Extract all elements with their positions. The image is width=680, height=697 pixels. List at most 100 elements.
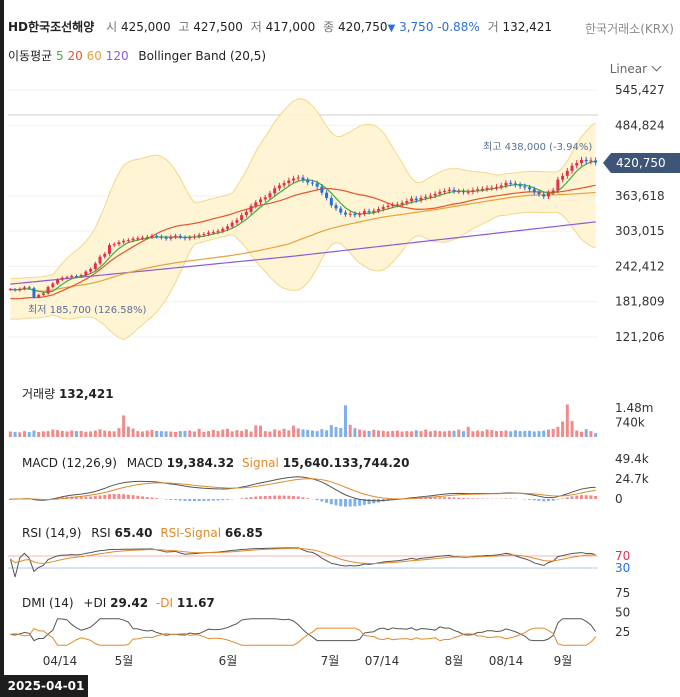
rsi-tick-label: 30 <box>615 561 630 575</box>
candle-body <box>141 237 145 239</box>
rsi-tick-label: 70 <box>615 549 630 563</box>
volume-bar <box>410 431 414 437</box>
candle-body <box>334 205 338 209</box>
change-pct: -0.88% <box>437 20 480 34</box>
candle-body <box>207 232 211 235</box>
volume-bar <box>480 431 484 437</box>
candle-body <box>136 238 140 240</box>
candle-body <box>188 237 192 239</box>
price-tick-label: 121,206 <box>615 330 665 344</box>
high-value: 427,500 <box>193 20 243 34</box>
volume-bar <box>273 429 277 437</box>
volume-bar <box>244 429 248 437</box>
volume-bar <box>353 428 357 437</box>
macd-histogram-bar <box>84 496 88 499</box>
volume-bar <box>159 431 163 437</box>
candle-body <box>56 279 60 284</box>
candle-body <box>457 191 461 193</box>
volume-bar <box>546 429 550 437</box>
volume-bar <box>594 433 598 437</box>
volume-bar <box>65 431 69 437</box>
volume-bar <box>240 430 244 437</box>
volume-bar <box>504 430 508 437</box>
macd-tick-label: 24.7k <box>615 472 649 486</box>
volume-bar <box>584 429 588 437</box>
candle-body <box>37 294 41 298</box>
macd-histogram-bar <box>315 499 319 501</box>
candle-body <box>490 187 494 189</box>
scale-mode-dropdown[interactable]: Linear <box>610 62 660 76</box>
candle-body <box>240 215 244 221</box>
candle-body <box>320 186 324 193</box>
dmi-tick-label: 75 <box>615 586 630 600</box>
macd-histogram-bar <box>150 497 154 499</box>
candle-body <box>301 177 305 181</box>
volume-bar <box>565 404 569 437</box>
candle-body <box>443 190 447 192</box>
volume-bar <box>452 430 456 437</box>
macd-histogram-bar <box>542 499 546 502</box>
candle-body <box>410 198 414 202</box>
macd-histogram-bar <box>188 499 192 502</box>
candle-body <box>202 234 206 236</box>
volume-bar <box>395 430 399 437</box>
candle-body <box>381 206 385 210</box>
volume-bar <box>89 431 93 437</box>
macd-histogram-bar <box>447 497 451 499</box>
volume-bar <box>112 431 116 437</box>
candle-body <box>424 196 428 198</box>
macd-histogram-bar <box>221 499 225 501</box>
volume-bar <box>320 429 324 437</box>
volume-bar <box>457 429 461 437</box>
volume-bar <box>542 430 546 437</box>
dmi-title: DMI (14) +DI 29.42 -DI 11.67 <box>22 596 215 610</box>
volume-bar <box>183 430 187 437</box>
price-tick-label: 484,824 <box>615 118 665 132</box>
x-tick-label: 5월 <box>115 654 134 668</box>
candle-body <box>480 188 484 190</box>
x-tick-label: 04/14 <box>43 654 78 668</box>
candle-body <box>362 211 366 214</box>
macd-histogram-bar <box>254 496 258 499</box>
macd-histogram-bar <box>343 499 347 507</box>
volume-bar <box>443 431 447 437</box>
volume-bar <box>98 429 102 437</box>
volume-bar <box>41 431 45 437</box>
crosshair-date: 2025-04-01 <box>4 675 88 697</box>
macd-histogram-bar <box>273 495 277 499</box>
volume-bar <box>74 431 78 437</box>
candle-body <box>74 275 78 277</box>
macd-histogram-bar <box>103 494 107 499</box>
macd-histogram-bar <box>60 497 64 499</box>
candle-body <box>18 288 22 291</box>
macd-series-name: MACD <box>126 456 163 470</box>
plus-di-line <box>10 618 597 642</box>
candle-body <box>268 193 272 198</box>
macd-histogram-bar <box>292 495 296 499</box>
volume-bar <box>221 429 225 437</box>
macd-histogram-bar <box>452 497 456 499</box>
macd-histogram-bar <box>584 495 588 499</box>
macd-histogram-bar <box>438 497 442 499</box>
volume-bar <box>202 431 206 437</box>
ma-label[interactable]: 이동평균 <box>8 49 53 63</box>
macd-params: MACD (12,26,9) <box>22 456 117 470</box>
macd-histogram-bar <box>263 496 267 499</box>
volume-bar <box>60 430 64 437</box>
minus-di-name: -DI <box>155 596 173 610</box>
close-label: 종 <box>323 20 335 34</box>
candle-body <box>504 182 508 186</box>
macd-histogram-bar <box>89 496 93 499</box>
volume-title: 거래량 132,421 <box>22 385 114 402</box>
bollinger-label[interactable]: Bollinger Band (20,5) <box>138 49 267 63</box>
macd-histogram-bar <box>306 498 310 499</box>
candle-body <box>485 188 489 190</box>
volume-bar <box>556 426 560 437</box>
volume-bar <box>277 430 281 437</box>
macd-histogram-bar <box>107 494 111 499</box>
candle-body <box>178 235 182 238</box>
volume-bar <box>570 420 574 437</box>
candle-body <box>84 271 88 276</box>
macd-histogram-bar <box>320 499 324 502</box>
